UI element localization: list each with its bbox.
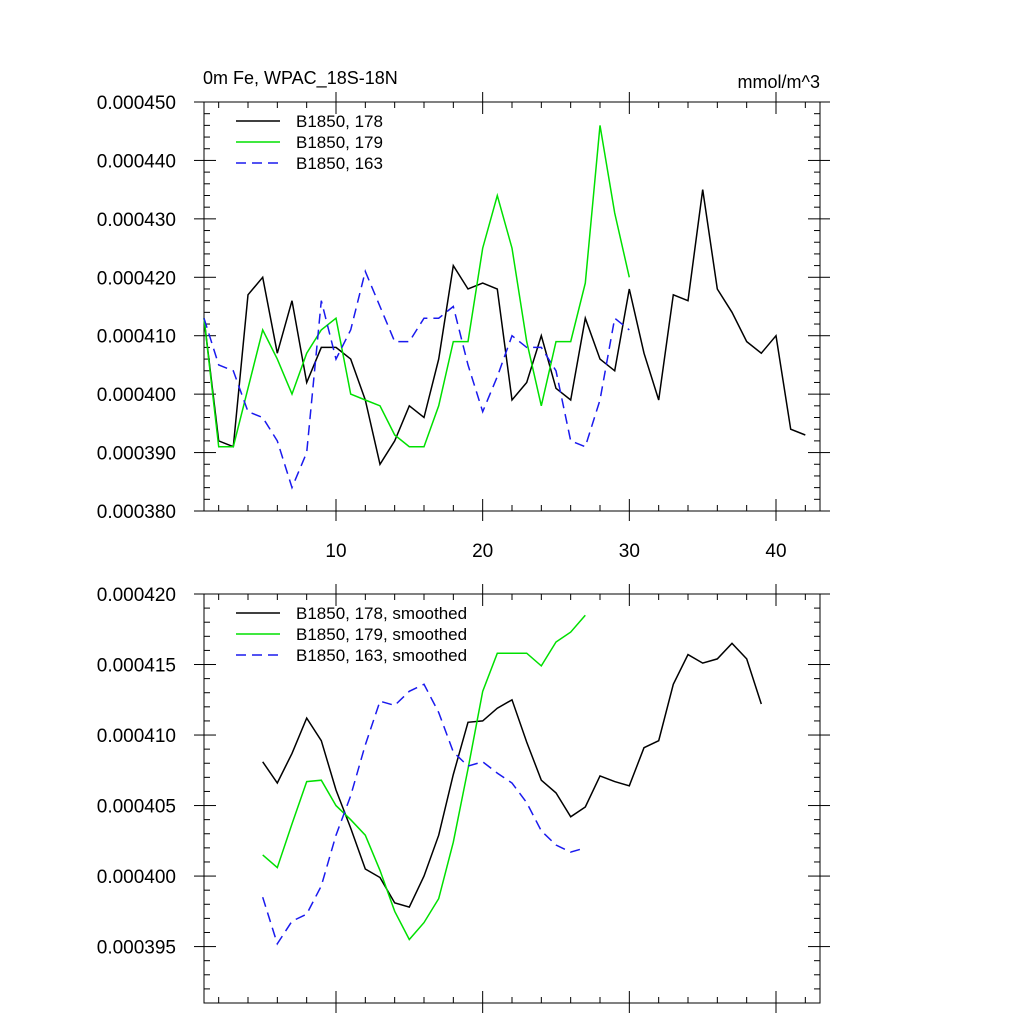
y-tick-label: 0.000410 (97, 726, 176, 747)
legend-label-s163: B1850, 163 (296, 154, 383, 173)
y-tick-label: 0.000405 (97, 797, 176, 818)
x-tick-label: 40 (765, 541, 786, 562)
x-tick-label: 10 (325, 541, 346, 562)
y-tick-label: 0.000400 (97, 867, 176, 888)
y-tick-label: 0.000395 (97, 938, 176, 959)
y-tick-label: 0.000380 (97, 502, 176, 523)
y-tick-label: 0.000410 (97, 327, 176, 348)
y-tick-label: 0.000400 (97, 385, 176, 406)
series-line-s178 (203, 189, 806, 467)
y-tick-label: 0.000440 (97, 151, 176, 172)
y-tick-label: 0.000420 (97, 268, 176, 289)
x-tick-label: 20 (472, 541, 493, 562)
y-tick-label: 0.000415 (97, 656, 176, 677)
y-tick-label: 0.000420 (97, 585, 176, 606)
series-line-s178 (262, 642, 763, 908)
series-line-s179 (262, 614, 586, 941)
y-tick-label: 0.000450 (97, 93, 176, 114)
legend-label-s163: B1850, 163, smoothed (296, 646, 467, 665)
legend-label-s178: B1850, 178 (296, 112, 383, 131)
bottom-panel: 0.000395 0.000400 0.000405 0.000410 0.000415… (97, 584, 830, 1013)
series-line-s163 (203, 269, 630, 490)
top-panel: 10 20 30 40 0.000380 0.000390 0.000400 0.000410… (97, 92, 830, 562)
series-line-s163 (261, 683, 586, 946)
top-panel-title-left: 0m Fe, WPAC_18S-18N (203, 68, 398, 89)
x-tick-label: 30 (619, 541, 640, 562)
y-tick-label: 0.000390 (97, 444, 176, 465)
y-tick-label: 0.000430 (97, 210, 176, 231)
legend-label-s179: B1850, 179 (296, 133, 383, 152)
top-panel-title-right: mmol/m^3 (738, 72, 820, 92)
series-line-s179 (203, 125, 631, 448)
legend-label-s178: B1850, 178, smoothed (296, 604, 467, 623)
legend-label-s179: B1850, 179, smoothed (296, 625, 467, 644)
